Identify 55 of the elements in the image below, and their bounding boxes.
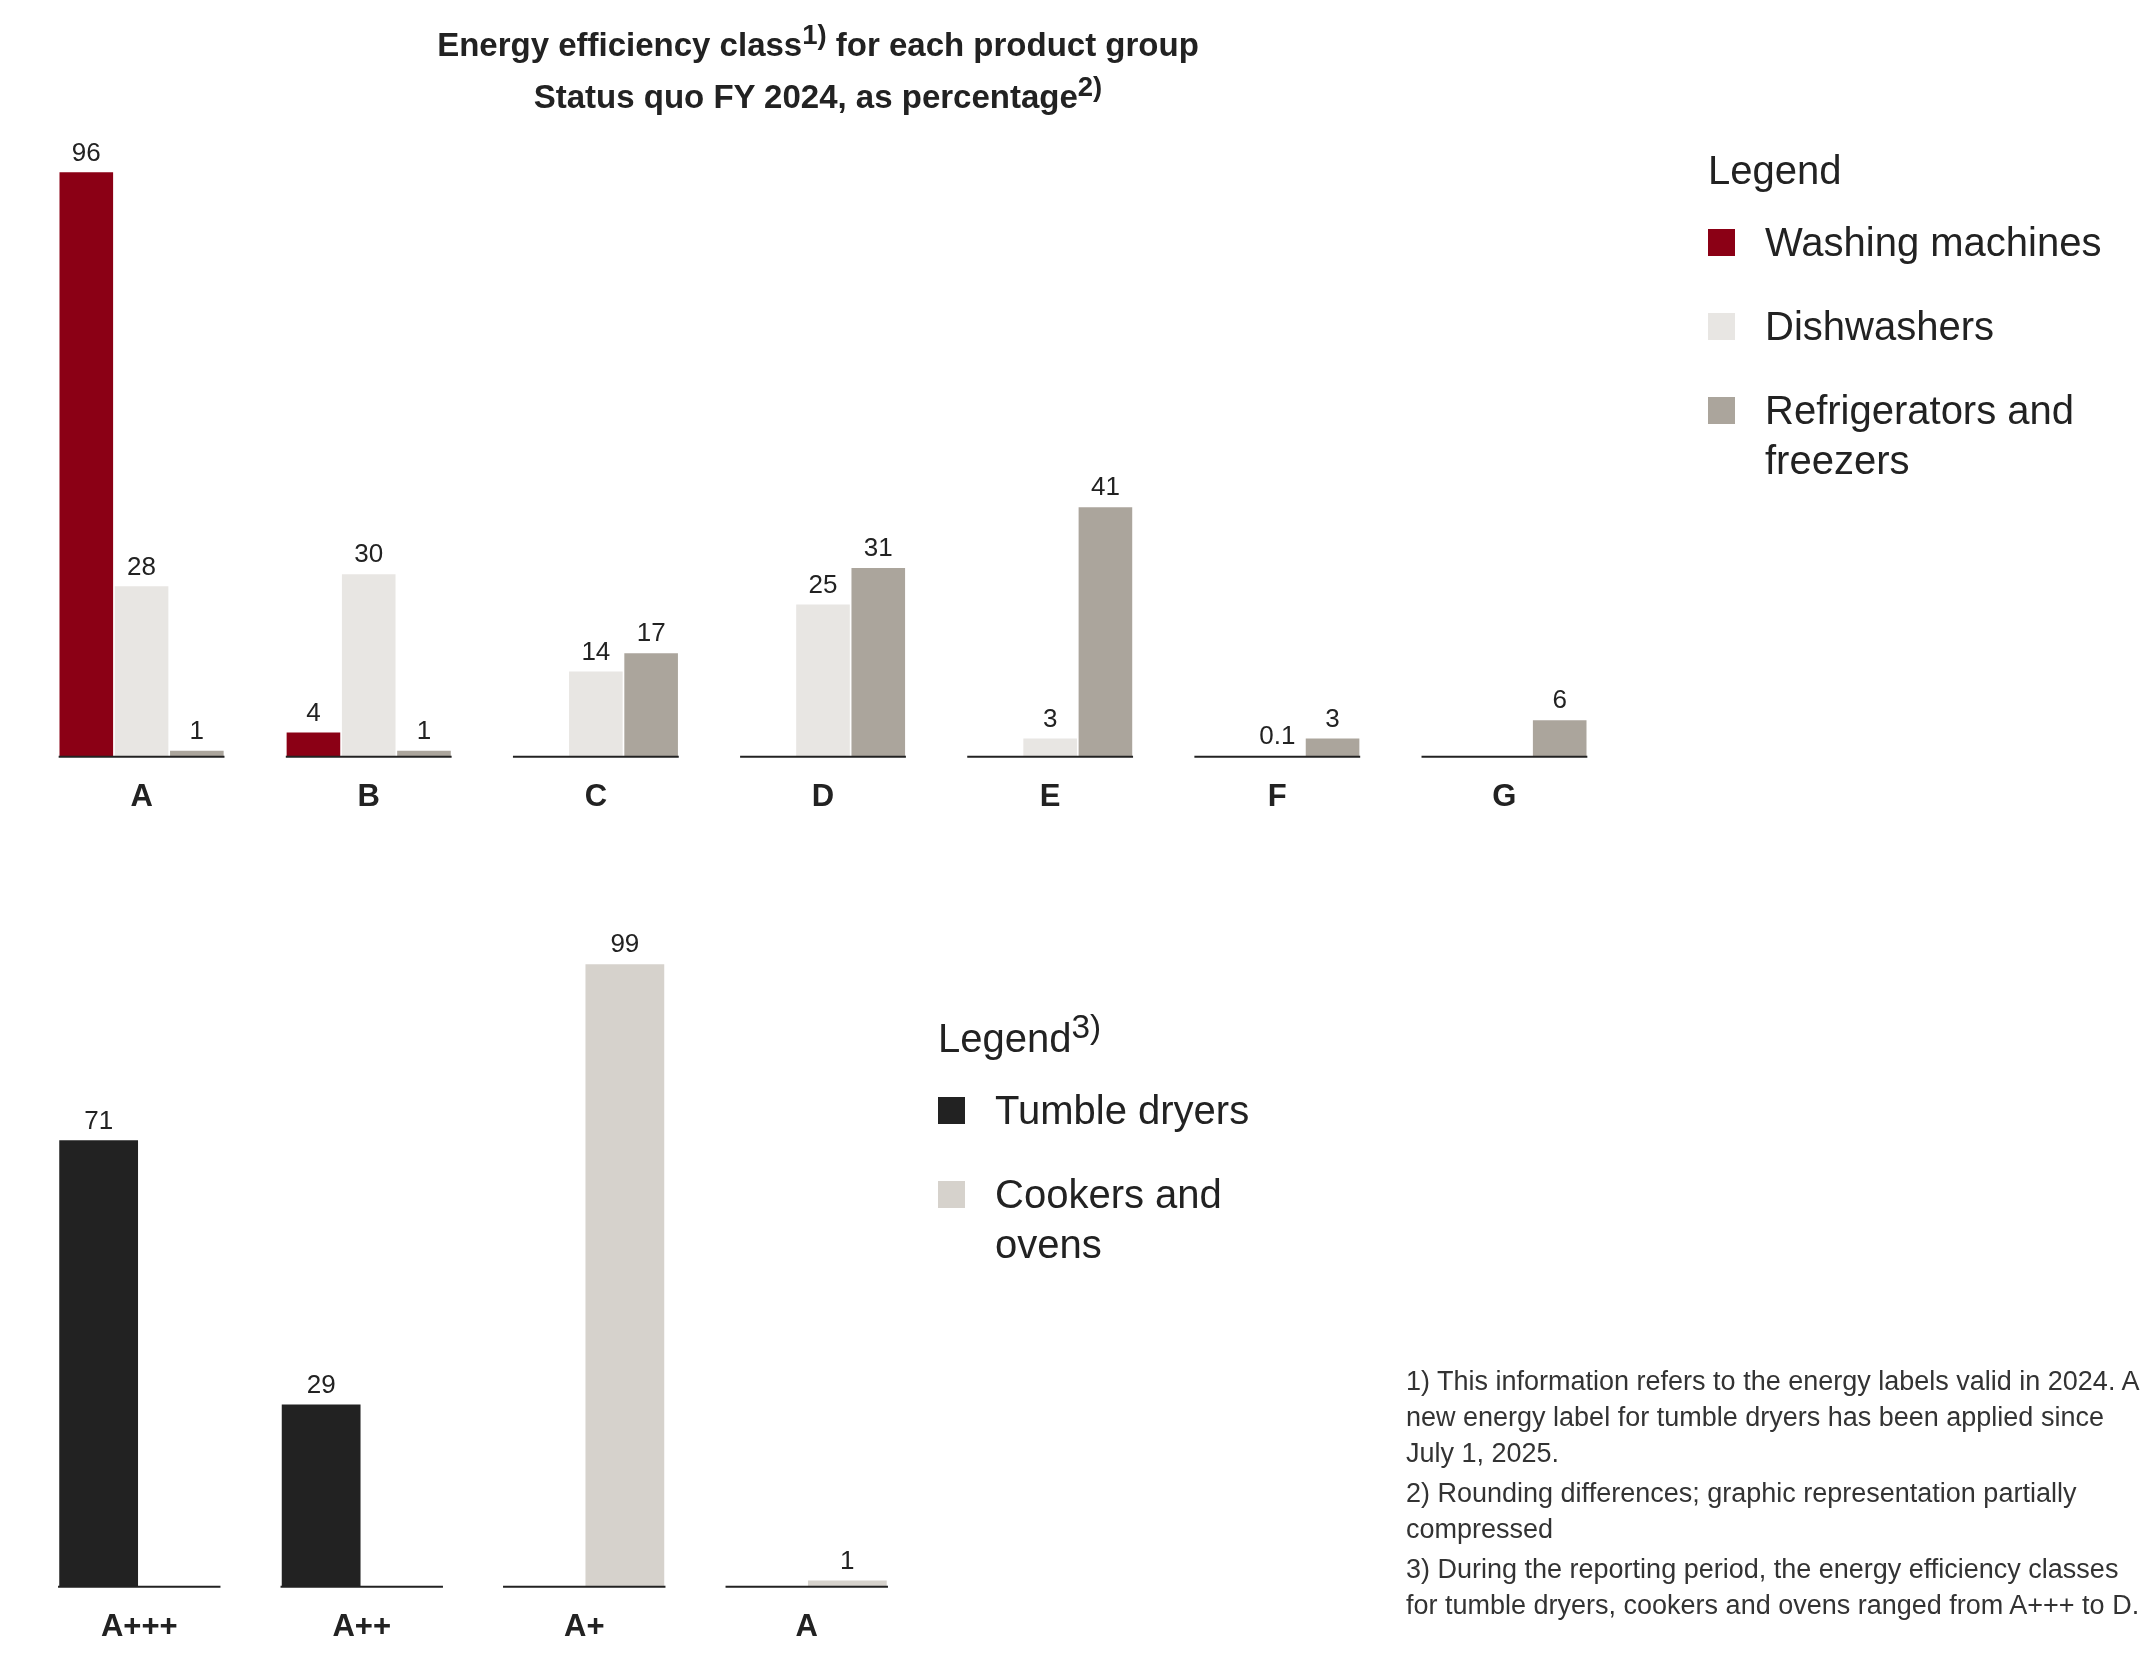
text: 1) This information refers to the energy labels valid in 2024. A new energy label for tumble dryers has been applied since July 1, 2025. — [1406, 1365, 2140, 1470]
bar — [1023, 738, 1077, 757]
legend-label: Dishwashers — [1765, 303, 1994, 350]
data-label: 1 — [189, 714, 205, 745]
bar — [341, 574, 396, 757]
bar — [286, 732, 341, 757]
bar — [1305, 738, 1360, 757]
data-label: 29 — [306, 1368, 336, 1399]
legend-label: Cookers and ovens — [995, 1171, 1223, 1269]
x-tick-label: G — [1492, 777, 1517, 813]
legend-label: Tumble dryers — [995, 1087, 1250, 1135]
data-label: 99 — [610, 928, 640, 959]
text: 3) During the reporting period, the energy efficiency classes for tumble dryers, cookers and ovens ranged from A+++ to D. — [1406, 1553, 2141, 1622]
bar — [851, 568, 906, 757]
x-tick-label: B — [357, 777, 380, 813]
chart-title: Energy efficiency class$^{1)}$ for each product group — [436, 18, 1200, 65]
x-tick-label: A+ — [564, 1607, 605, 1643]
chart-subtitle: Status quo FY 2024, as percentage$^{2)}$ — [532, 70, 1104, 117]
bar — [624, 653, 678, 757]
data-label: 31 — [863, 532, 893, 563]
data-label: 17 — [636, 617, 666, 648]
x-tick-label: F — [1267, 777, 1287, 813]
data-label: 28 — [127, 550, 157, 581]
data-label: 41 — [1090, 471, 1120, 502]
x-tick-label: E — [1039, 777, 1061, 813]
bar — [796, 604, 850, 757]
bar — [1532, 720, 1587, 757]
text: 2) Rounding differences; graphic representation partially compressed — [1406, 1477, 2078, 1546]
data-label: 3 — [1042, 702, 1058, 733]
bar — [569, 671, 623, 757]
data-label: 1 — [416, 714, 432, 745]
data-label: 25 — [808, 568, 838, 599]
x-tick-label: A — [795, 1607, 818, 1643]
legend-title: Legend — [1708, 148, 1843, 193]
bar — [1078, 507, 1133, 757]
legend-label: Washing machines — [1765, 219, 2102, 266]
data-label: 1 — [840, 1544, 855, 1575]
data-label: 30 — [354, 538, 384, 569]
x-tick-label: A++ — [332, 1607, 392, 1643]
data-label: 71 — [84, 1104, 114, 1135]
legend-title: Legend$^{3)}$ — [938, 1008, 1103, 1062]
x-tick-label: A — [130, 777, 153, 813]
data-label: 3 — [1325, 702, 1340, 733]
data-label: 4 — [306, 696, 321, 727]
x-tick-label: C — [584, 777, 608, 813]
bar — [114, 586, 169, 757]
legend-label: Refrigerators and freezers — [1765, 387, 2076, 484]
bar — [59, 172, 114, 757]
data-label: 96 — [71, 136, 101, 167]
bar — [585, 964, 665, 1587]
data-label: 6 — [1552, 684, 1567, 715]
data-label: 14 — [581, 635, 611, 666]
x-tick-label: A+++ — [100, 1607, 178, 1643]
x-tick-label: D — [811, 777, 835, 813]
data-label: 0.1 — [1259, 720, 1296, 751]
